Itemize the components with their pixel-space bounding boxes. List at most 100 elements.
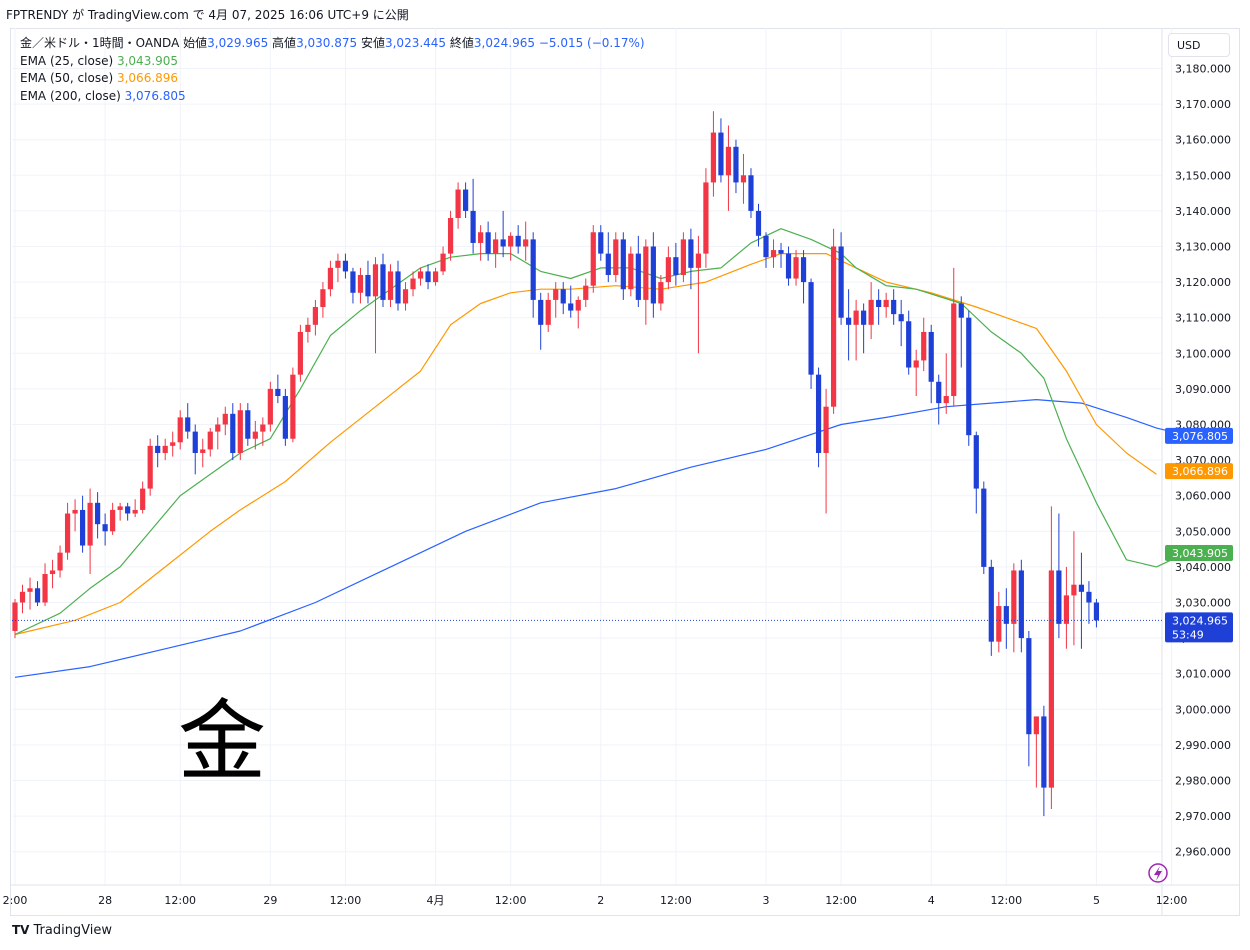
price-tick-label: 3,130.000 bbox=[1175, 241, 1231, 254]
candle bbox=[207, 428, 213, 457]
candle-body bbox=[252, 431, 258, 439]
candle bbox=[350, 267, 356, 304]
candle bbox=[958, 296, 964, 368]
price-tick-label: 3,150.000 bbox=[1175, 169, 1231, 182]
candle-body bbox=[27, 588, 33, 592]
candle bbox=[162, 438, 168, 461]
candle-body bbox=[861, 310, 867, 325]
candle bbox=[237, 403, 243, 461]
candle-body bbox=[185, 417, 191, 432]
candle-body bbox=[237, 410, 243, 453]
chart-frame bbox=[10, 28, 1240, 916]
candle-body bbox=[1041, 716, 1047, 788]
ema-tag-label: 3,066.896 bbox=[1172, 465, 1228, 478]
candle bbox=[12, 598, 18, 639]
ema-price-tag: 3,043.905 bbox=[1165, 544, 1233, 561]
low-label: 安値 bbox=[360, 36, 385, 50]
time-tick-label: 12:00 bbox=[495, 894, 527, 907]
time-tick-label: 3 bbox=[763, 894, 770, 907]
candle-body bbox=[1086, 591, 1092, 603]
candle-body bbox=[478, 232, 484, 243]
candle-body bbox=[410, 278, 416, 290]
candle bbox=[1041, 705, 1047, 817]
price-tick-label: 3,010.000 bbox=[1175, 668, 1231, 681]
candle-body bbox=[1071, 584, 1077, 596]
currency-selector[interactable]: USD bbox=[1168, 33, 1230, 57]
candle-body bbox=[891, 299, 897, 315]
candle-body bbox=[342, 260, 349, 272]
candle bbox=[530, 232, 536, 318]
candle bbox=[680, 232, 686, 283]
candle-body bbox=[770, 250, 777, 258]
candle-body bbox=[530, 239, 536, 300]
candle-body bbox=[395, 271, 401, 304]
candle-body bbox=[192, 431, 198, 453]
candle-body bbox=[72, 509, 78, 514]
candle-body bbox=[583, 285, 589, 300]
candle-body bbox=[628, 253, 634, 290]
candle-body bbox=[620, 239, 626, 290]
candle bbox=[395, 260, 401, 311]
candle bbox=[275, 374, 281, 404]
candle-body bbox=[493, 239, 499, 254]
candle bbox=[342, 253, 349, 279]
candle-body bbox=[372, 264, 379, 297]
candle bbox=[42, 563, 48, 607]
symbol-label: 金／米ドル・1時間・OANDA bbox=[20, 36, 180, 50]
candle bbox=[838, 232, 844, 325]
candle-body bbox=[1033, 716, 1039, 735]
candle-body bbox=[230, 413, 236, 453]
candle-body bbox=[665, 257, 671, 283]
candle bbox=[613, 232, 619, 283]
candle bbox=[402, 282, 409, 311]
candles bbox=[12, 111, 1100, 817]
time-tick-label: 12:00 bbox=[1156, 894, 1188, 907]
candle-body bbox=[335, 260, 341, 268]
candle-body bbox=[312, 307, 318, 325]
candle-body bbox=[876, 299, 882, 308]
candle bbox=[921, 317, 927, 372]
candle bbox=[27, 577, 33, 610]
candle bbox=[861, 303, 867, 354]
candle-body bbox=[936, 381, 942, 404]
candle-body bbox=[553, 289, 559, 300]
candle-body bbox=[906, 321, 912, 368]
candle bbox=[95, 492, 101, 539]
candle-body bbox=[417, 271, 424, 279]
candle-body bbox=[155, 445, 161, 453]
time-tick-label: 28 bbox=[98, 894, 112, 907]
candle bbox=[778, 242, 784, 268]
candle-body bbox=[1011, 570, 1017, 624]
lightning-icon[interactable] bbox=[1148, 863, 1168, 883]
candle-body bbox=[673, 257, 679, 275]
candle-body bbox=[380, 264, 386, 300]
time-tick-label: 12:00 bbox=[990, 894, 1022, 907]
candle bbox=[335, 253, 341, 283]
candle-body bbox=[485, 232, 491, 254]
candle bbox=[1048, 506, 1054, 809]
ema50-row: EMA (50, close) 3,066.896 bbox=[20, 70, 645, 88]
price-tick-label: 3,110.000 bbox=[1175, 312, 1231, 325]
candle-body bbox=[140, 488, 146, 510]
candle bbox=[770, 239, 777, 268]
ema-tag-bg bbox=[1165, 544, 1233, 561]
candle-body bbox=[598, 232, 604, 254]
countdown-value: 53:49 bbox=[1172, 628, 1204, 641]
candle bbox=[755, 203, 762, 247]
candle-body bbox=[1093, 602, 1100, 621]
candle bbox=[230, 403, 236, 461]
candle bbox=[996, 591, 1002, 653]
candle-body bbox=[425, 271, 431, 283]
candle bbox=[372, 257, 379, 354]
price-tick-label: 3,000.000 bbox=[1175, 703, 1231, 716]
candle bbox=[718, 118, 724, 183]
candle bbox=[658, 274, 664, 311]
candle-body bbox=[222, 413, 228, 425]
candle-body bbox=[605, 253, 611, 275]
candle bbox=[305, 317, 311, 343]
candle bbox=[891, 289, 897, 325]
candle-body bbox=[387, 271, 394, 300]
candle bbox=[906, 310, 912, 375]
candle bbox=[380, 253, 386, 308]
